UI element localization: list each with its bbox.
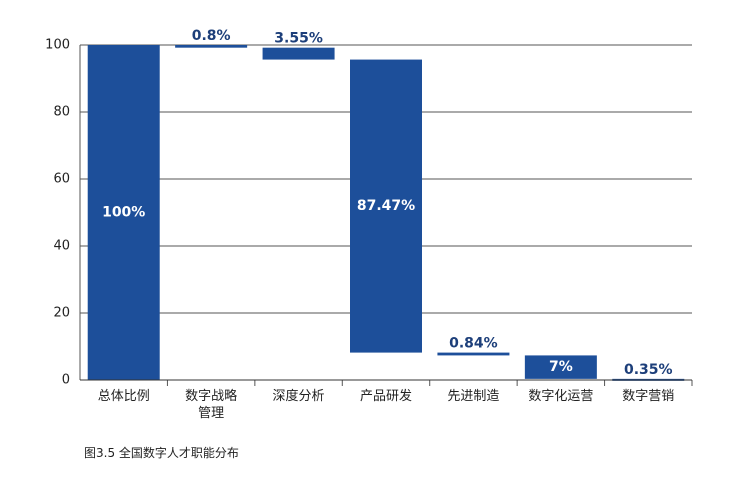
y-tick-label: 60 — [53, 172, 70, 187]
value-label: 0.84% — [449, 336, 498, 352]
bar — [262, 47, 335, 60]
y-tick-label: 100 — [45, 38, 70, 53]
caption: 图3.5 全国数字人才职能分布 — [84, 446, 239, 460]
y-tick-label: 0 — [62, 373, 70, 388]
y-tick-label: 20 — [53, 306, 70, 321]
x-tick-label: 产品研发 — [359, 389, 412, 404]
x-tick-label: 数字化运营 — [528, 389, 594, 404]
value-label: 3.55% — [274, 31, 323, 47]
x-tick-label: 总体比例 — [97, 389, 150, 404]
bar — [437, 352, 510, 356]
bar — [350, 59, 422, 353]
value-label: 7% — [549, 359, 573, 375]
bar — [524, 355, 597, 379]
bar — [175, 45, 248, 48]
y-tick-label: 40 — [53, 239, 70, 254]
x-tick-label: 先进制造 — [447, 389, 500, 404]
value-label: 0.35% — [624, 362, 673, 378]
value-label: 0.8% — [192, 28, 231, 44]
bar — [87, 45, 160, 380]
x-tick-label: 数字战略管理 — [185, 389, 238, 421]
y-tick-label: 80 — [53, 105, 70, 120]
x-tick-label: 深度分析 — [272, 389, 325, 404]
value-label: 100% — [102, 205, 145, 221]
value-label: 87.47% — [357, 198, 415, 214]
x-tick-label: 数字营销 — [622, 389, 675, 404]
